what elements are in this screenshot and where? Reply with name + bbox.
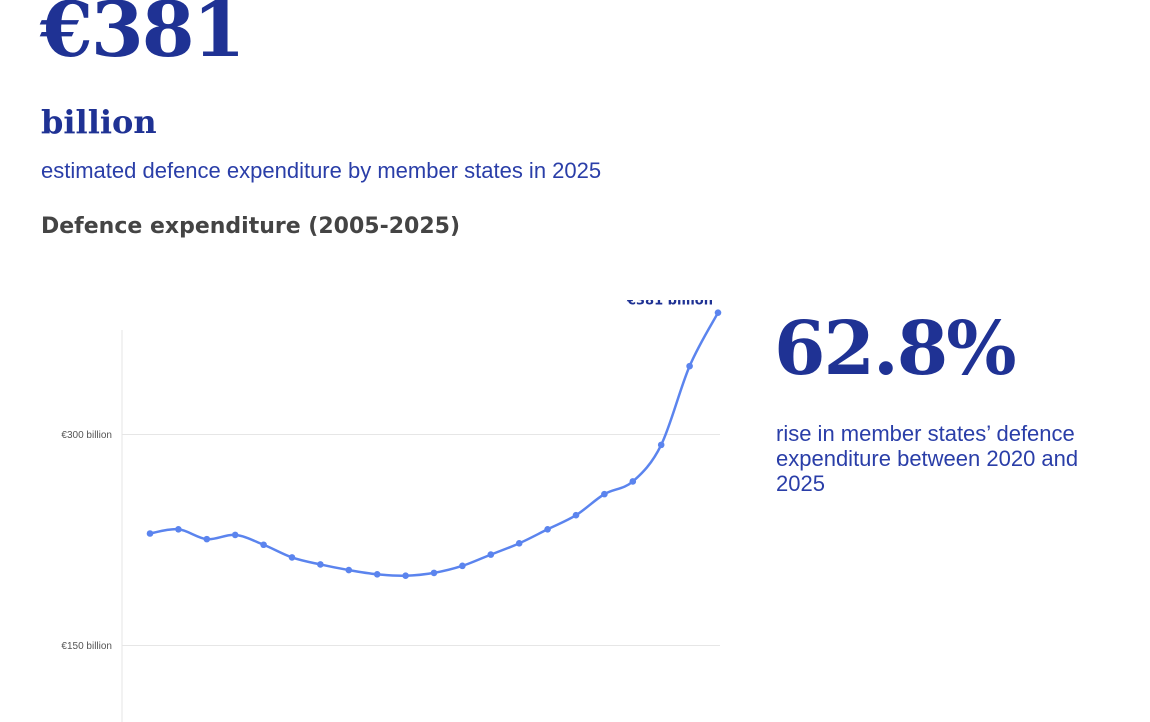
- data-point: [714, 309, 722, 316]
- line-chart: €150 billion €300 billion €381 billion: [61, 300, 722, 722]
- data-point: [601, 490, 608, 498]
- chart-title: Defence expenditure (2005-2025): [41, 214, 460, 239]
- y-tick-label: €300 billion: [61, 430, 112, 441]
- headline-caption: estimated defence expenditure by member …: [41, 158, 602, 183]
- data-point: [487, 551, 495, 558]
- data-label-last: €381 billion: [626, 300, 713, 309]
- data-point: [373, 571, 381, 578]
- data-point: [402, 572, 409, 580]
- data-point: [572, 511, 580, 519]
- headline-unit: billion: [41, 103, 157, 141]
- data-point: [146, 530, 154, 537]
- data-point: [629, 478, 637, 485]
- data-point: [231, 531, 239, 539]
- headline-value: €381: [40, 0, 246, 74]
- data-point: [345, 566, 353, 574]
- data-point: [544, 525, 551, 533]
- stat-value: 62.8%: [774, 306, 1017, 392]
- data-point: [288, 554, 296, 561]
- data-point: [430, 569, 438, 577]
- data-point: [203, 535, 211, 543]
- data-point: [686, 362, 693, 370]
- data-point: [657, 441, 665, 449]
- data-point: [459, 562, 466, 570]
- chart-area: €150 billion €300 billion €381 billion: [0, 300, 740, 722]
- data-point: [260, 541, 267, 549]
- y-tick-label: €150 billion: [61, 641, 112, 652]
- data-point: [175, 525, 182, 533]
- stat-caption: rise in member states’ defence expenditu…: [776, 421, 1079, 496]
- data-point: [515, 540, 523, 547]
- data-point: [317, 561, 324, 568]
